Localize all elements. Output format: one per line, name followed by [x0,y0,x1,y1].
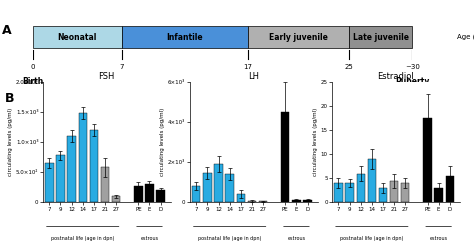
Bar [101,167,109,202]
Text: estrous
stage: estrous stage [429,236,448,241]
Bar [259,201,267,202]
Bar [237,194,245,202]
Text: postnatal life (age in dpn): postnatal life (age in dpn) [198,236,261,241]
Text: postnatal life (age in dpn): postnatal life (age in dpn) [51,236,114,241]
Title: FSH: FSH [99,72,115,81]
Text: 0: 0 [31,64,36,70]
Y-axis label: circulating levels (pg/ml): circulating levels (pg/ml) [160,108,165,176]
Title: Estradiol: Estradiol [377,72,414,81]
Bar [390,181,398,202]
Bar [292,201,301,202]
Y-axis label: circulating levels (pg/ml): circulating levels (pg/ml) [8,108,13,176]
Bar [45,163,54,202]
Bar [303,201,312,202]
Text: A: A [1,24,11,37]
Bar [446,176,454,202]
Text: 17: 17 [244,64,253,70]
Bar [214,164,223,202]
Bar [90,130,98,202]
Text: ~30: ~30 [405,64,420,70]
Bar [356,174,365,202]
Bar [379,188,387,202]
Bar [401,183,410,202]
Bar [368,159,376,202]
Bar [56,155,64,202]
Bar [203,173,211,202]
Bar [281,112,290,202]
Text: 7: 7 [119,64,124,70]
Text: Birth: Birth [23,77,44,87]
Bar [248,26,349,48]
Bar [146,184,154,202]
Text: Infantile: Infantile [166,33,203,42]
Text: postnatal life (age in dpn): postnatal life (age in dpn) [340,236,403,241]
Bar [122,26,248,48]
Bar [248,201,256,202]
Bar [67,136,76,202]
Text: Neonatal: Neonatal [58,33,97,42]
Text: Age (dpn): Age (dpn) [456,34,474,40]
Bar [349,26,412,48]
Bar [423,118,432,202]
Bar [226,174,234,202]
Bar [134,186,143,202]
Bar [435,188,443,202]
Bar [334,183,343,202]
Bar [346,183,354,202]
Title: LH: LH [248,72,259,81]
Text: B: B [5,92,14,105]
Text: 25: 25 [345,64,354,70]
Text: Late juvenile: Late juvenile [353,33,409,42]
Text: estrous
stage: estrous stage [287,236,306,241]
Bar [33,26,122,48]
Text: Early juvenile: Early juvenile [269,33,328,42]
Y-axis label: circulating levels (pg/ml): circulating levels (pg/ml) [313,108,318,176]
Bar [192,186,201,202]
Text: Puberty: Puberty [395,77,429,87]
Bar [79,113,87,202]
Bar [112,196,120,202]
Text: estrous
stage: estrous stage [140,236,159,241]
Bar [156,190,165,202]
